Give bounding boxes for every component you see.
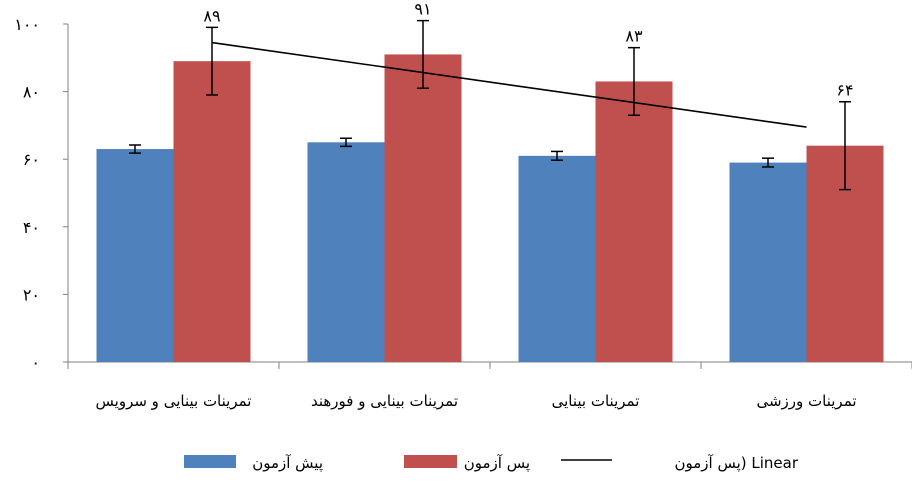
pretest-bar [96, 149, 174, 362]
posttest-bar [173, 61, 251, 363]
y-tick-label: ۰ [31, 353, 40, 372]
legend-swatch-posttest [404, 455, 457, 468]
data-label: ۹۱ [414, 0, 431, 19]
pretest-bar [729, 162, 807, 362]
y-tick-label: ۲۰ [23, 285, 40, 304]
trendline [211, 41, 807, 128]
legend-label-pretest: پیش آزمون [252, 454, 323, 473]
x-category-label: تمرینات بینایی [552, 392, 640, 410]
pretest-bar [518, 155, 596, 362]
data-label: ۶۴ [836, 81, 853, 100]
y-tick-label: ۶۰ [23, 150, 40, 169]
x-category-label: تمرینات ورزشی [756, 392, 856, 410]
legend-swatch-pretest [184, 455, 236, 468]
data-label: ۸۹ [203, 6, 220, 25]
y-tick-label: ۱۰۰ [14, 15, 40, 34]
posttest-bar [595, 81, 673, 363]
y-tick-label: ۴۰ [23, 218, 40, 237]
pretest-bar [307, 142, 385, 362]
legend-label-posttest: پس آزمون [464, 454, 530, 473]
x-category-label: تمرینات بینایی و فورهند [311, 392, 458, 410]
x-category-label: تمرینات بینایی و سرویس [96, 392, 252, 410]
y-tick-label: ۸۰ [23, 83, 40, 102]
posttest-bar [384, 54, 462, 363]
data-label: ۸۳ [625, 27, 643, 46]
legend-label-trendline: پس آزمون) Linear [674, 454, 798, 473]
